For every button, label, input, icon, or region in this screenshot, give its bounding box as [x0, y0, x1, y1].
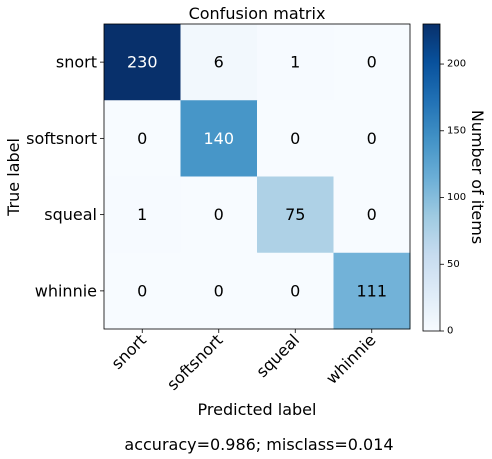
y-axis-label: True label — [4, 138, 23, 217]
heatmap-cell-labels: 230 6 1 0 0 140 0 0 1 0 75 0 0 0 0 111 — [127, 53, 387, 301]
colorbar-label: Number of items — [468, 110, 487, 244]
cell-value-label: 111 — [356, 281, 387, 300]
heatmap-cell — [257, 252, 334, 330]
heatmap-cell — [180, 176, 258, 254]
cell-value-label: 230 — [127, 53, 158, 72]
cell-value-label: 0 — [214, 281, 224, 300]
heatmap-cell — [104, 252, 181, 330]
colorbar-tick-label: 0 — [447, 326, 453, 337]
cell-value-label: 75 — [285, 205, 305, 224]
x-tick-label: squeal — [252, 330, 303, 381]
heatmap-cell — [333, 24, 411, 101]
colorbar-tick-label: 50 — [447, 259, 460, 270]
heatmap-cell — [333, 100, 411, 177]
y-tick-label: squeal — [44, 205, 97, 224]
heatmap-cell — [180, 100, 258, 177]
x-tick-label: softsnort — [163, 330, 227, 394]
y-tick-label: softsnort — [26, 129, 97, 148]
heatmap-cell — [333, 176, 411, 254]
cell-value-label: 0 — [290, 281, 300, 300]
heatmap-cell — [180, 24, 258, 101]
cell-value-label: 1 — [137, 205, 147, 224]
y-axis-ticks: snort softsnort squeal whinnie — [26, 53, 104, 300]
cell-value-label: 0 — [367, 53, 377, 72]
accuracy-footer: accuracy=0.986; misclass=0.014 — [124, 435, 393, 454]
cell-value-label: 0 — [367, 205, 377, 224]
cell-value-label: 0 — [367, 129, 377, 148]
colorbar — [422, 23, 441, 332]
heatmap-cell — [257, 176, 334, 254]
x-axis-ticks: snort softsnort squeal whinnie — [108, 329, 380, 394]
heatmap-cell — [333, 252, 411, 330]
colorbar-tick-label: 100 — [447, 192, 466, 203]
cell-value-label: 0 — [290, 129, 300, 148]
heatmap-cell — [257, 24, 334, 101]
cell-value-label: 0 — [137, 129, 147, 148]
cell-value-label: 0 — [137, 281, 147, 300]
y-tick-label: whinnie — [35, 281, 97, 300]
heatmap-cell — [104, 176, 181, 254]
cell-value-label: 6 — [214, 53, 224, 72]
chart-title: Confusion matrix — [189, 4, 326, 23]
cell-value-label: 0 — [214, 205, 224, 224]
colorbar-ticks: 0 50 100 150 200 — [440, 59, 466, 337]
cell-value-label: 1 — [290, 53, 300, 72]
cell-value-label: 140 — [203, 129, 234, 148]
colorbar-tick-label: 200 — [447, 59, 466, 70]
heatmap-cells — [104, 24, 411, 330]
x-axis-label: Predicted label — [198, 400, 317, 419]
x-tick-label: whinnie — [322, 330, 379, 387]
heatmap-cell — [257, 100, 334, 177]
x-tick-label: snort — [108, 330, 151, 373]
plot-frame — [103, 23, 411, 330]
y-tick-label: snort — [56, 53, 97, 72]
heatmap-cell — [104, 24, 181, 101]
heatmap-cell — [104, 100, 181, 177]
heatmap-cell — [180, 252, 258, 330]
colorbar-tick-label: 150 — [447, 125, 466, 136]
